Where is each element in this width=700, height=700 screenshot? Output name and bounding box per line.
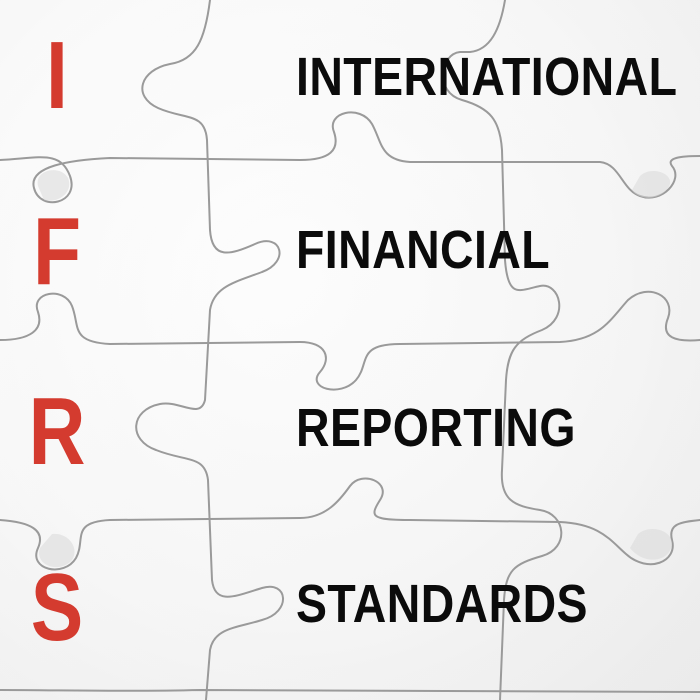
puzzle-knob-shadows <box>37 170 672 568</box>
puzzle-seams-vertical <box>135 0 563 700</box>
acronym-letter-i: I <box>46 22 68 129</box>
word-financial: FINANCIAL <box>296 220 551 280</box>
acronym-letter-f: F <box>32 198 82 305</box>
puzzle-seams-horizontal <box>0 111 700 693</box>
word-reporting: REPORTING <box>296 398 576 458</box>
word-international: INTERNATIONAL <box>296 47 678 107</box>
acronym-letter-s: S <box>30 554 84 661</box>
word-standards: STANDARDS <box>296 574 588 634</box>
acronym-letter-r: R <box>28 378 86 485</box>
